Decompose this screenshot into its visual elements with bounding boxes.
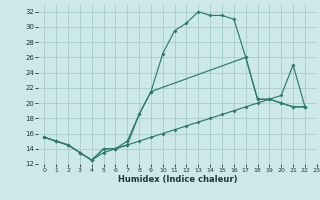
X-axis label: Humidex (Indice chaleur): Humidex (Indice chaleur): [118, 175, 237, 184]
